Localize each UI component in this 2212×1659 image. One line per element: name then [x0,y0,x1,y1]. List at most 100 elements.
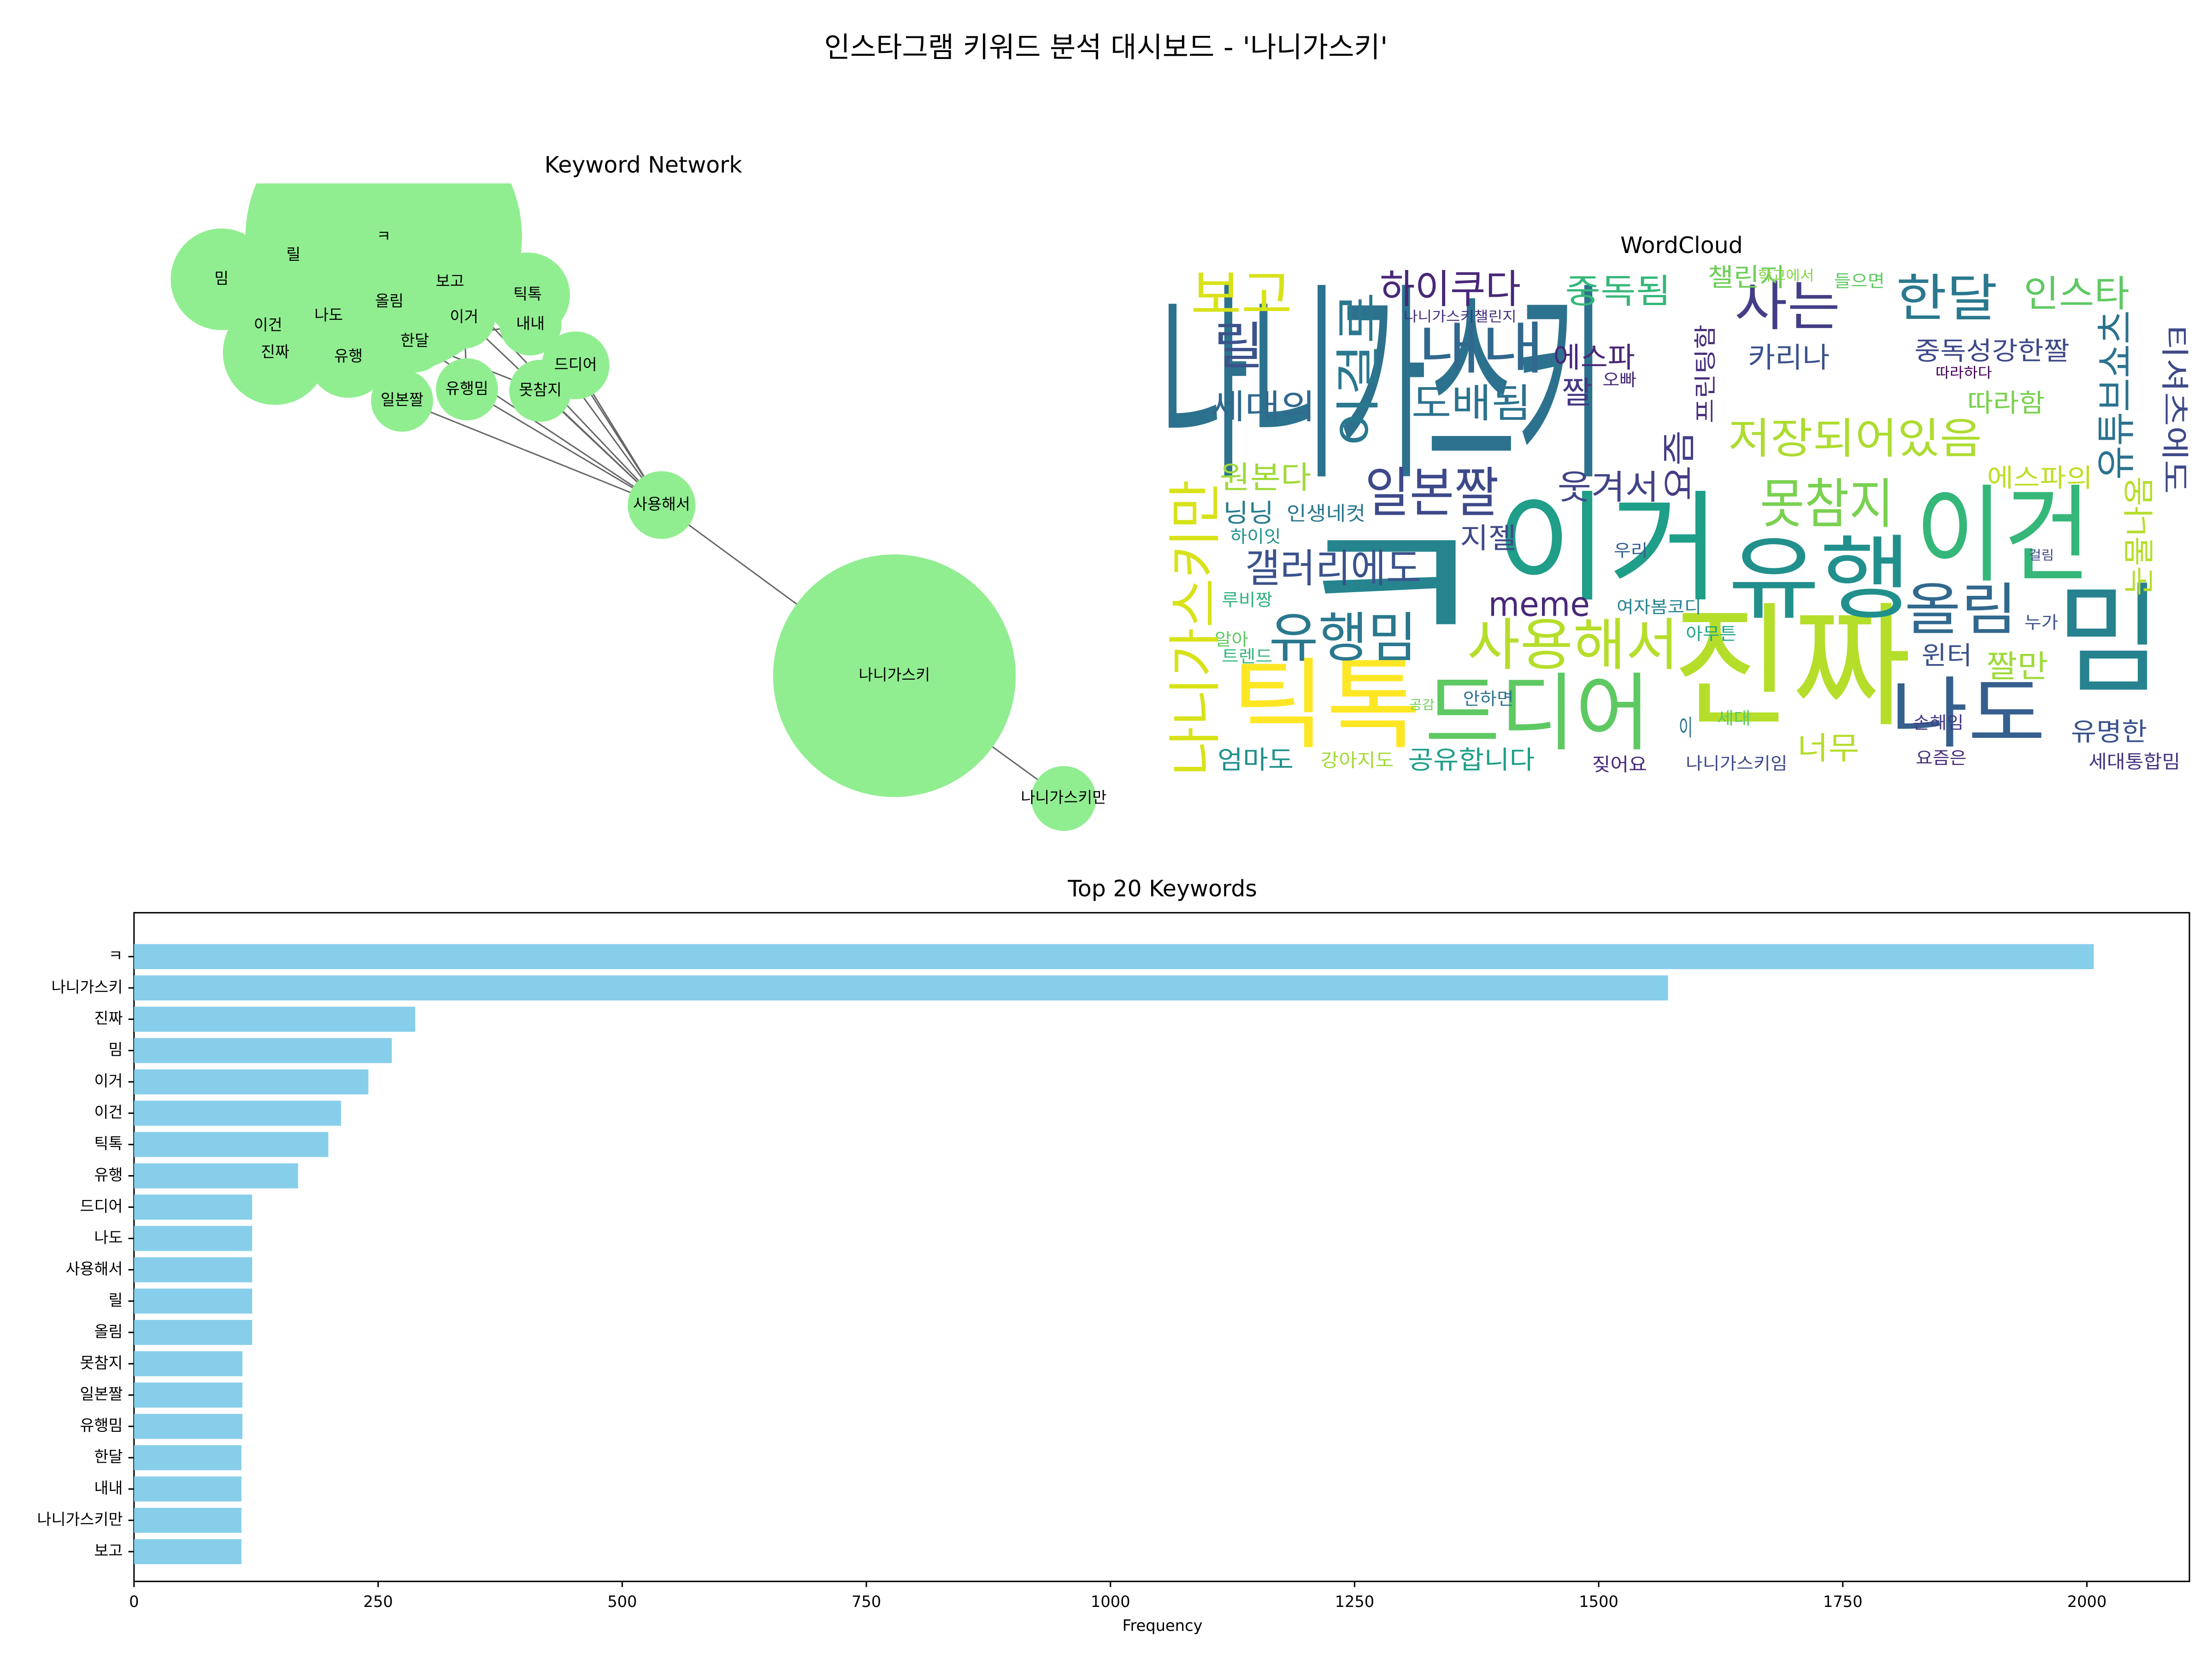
y-tick-label: 나니가스키 [51,978,123,996]
word: 진짜 [1672,589,1912,746]
word: 엄마도 [1218,745,1294,775]
y-tick-label: 이건 [94,1103,123,1121]
y-tick-label: 진짜 [94,1009,123,1027]
y-tick-label: 유행 [94,1166,123,1184]
word: ㅋ [1284,488,1495,686]
word: 오빠 [1603,370,1636,390]
word: 따라함 [1967,388,2045,418]
word: 알아 [1215,629,1248,649]
x-tick-label: 500 [607,1593,637,1611]
y-tick-label: 못참지 [80,1354,123,1372]
word: 세대 [1717,709,1751,729]
node-label: 이거 [450,307,478,325]
word: 눈물나옴 [2121,476,2157,596]
node [509,359,571,422]
bar [134,1539,241,1565]
node [433,286,495,349]
word: 밈 [2056,571,2162,710]
bar [134,944,2094,969]
word: 에스파의 [1987,463,2093,493]
word: 중독성강한짤 [1914,336,2070,365]
node-label: 진짜 [261,343,289,361]
y-tick-label: 보고 [94,1542,123,1560]
node-label: 유행밈 [446,379,488,397]
bar [134,1351,243,1377]
word: 강아지도 [1320,750,1394,771]
word: 프린팅함 [1693,324,1719,423]
node-label: 내내 [516,315,545,333]
word: 하이잇 [1230,527,1281,547]
word: 공유합니다 [1408,745,1535,775]
word: 도배됨 [1412,381,1531,427]
y-tick-label: 틱톡 [94,1135,123,1153]
word: 윈터 [1921,641,1972,671]
node-label: 일본짤 [381,391,424,409]
y-tick-label: 내내 [94,1479,123,1497]
bar [134,1445,241,1471]
word: 나니가스키챌린지 [1404,309,1517,325]
node-label: 못참지 [519,381,562,399]
node [435,358,498,421]
word: 인스타 [2024,272,2130,315]
edge [466,388,662,506]
word: 유튜브쇼츠 [2093,310,2139,479]
word: 나니가스키임 [1686,754,1787,774]
bar [134,1226,253,1251]
y-tick-label: 사용해서 [65,1260,123,1278]
y-tick-label: 올림 [94,1323,123,1341]
word: 티셔츠에도 [2158,324,2191,494]
word: 지젤 [1460,522,1516,555]
x-tick-label: 1500 [1579,1593,1618,1611]
bar [134,1069,369,1094]
node [371,370,433,432]
word: 사는 [1735,276,1841,338]
node-label: 한달 [400,331,429,349]
word: 드디어 [1425,665,1651,763]
word: 챌린지 [1708,263,1785,292]
y-tick-label: 유행밈 [80,1417,123,1435]
word: 원본다 [1219,459,1311,495]
word: 따라하다 [1936,365,1992,382]
word: 못참지 [1760,473,1894,535]
x-tick-label: 1250 [1335,1593,1375,1611]
bar [134,1038,392,1063]
node-label: 보고 [436,272,465,290]
word: 세대의 [1210,388,1316,427]
y-tick-label: 이거 [94,1072,123,1090]
word: 중독됨 [1565,272,1671,311]
word: 에스파 [1553,341,1635,374]
node [223,300,328,405]
x-tick-label: 0 [129,1593,139,1611]
x-tick-label: 750 [852,1593,881,1611]
wordcloud-background [1171,268,2176,785]
y-tick-label: 한달 [94,1448,123,1466]
word: 유행 [1728,525,1912,632]
word: 나도 [1890,669,2046,759]
word: 누가 [2024,613,2058,633]
word: 공감 [1409,698,1435,712]
word: 트렌드 [1222,647,1272,666]
bar [134,1414,243,1439]
word: 여자봄코디 [1617,597,1701,617]
node-label: 올림 [375,292,404,310]
x-tick-label: 250 [363,1593,393,1611]
word: 안하면 [1463,689,1513,709]
bar [134,1163,298,1188]
word: 유행밈 [1269,607,1417,670]
word: 아무튼 [1686,624,1736,644]
bar [134,975,1668,1000]
bar [134,1006,416,1032]
y-tick-label: 나도 [94,1229,123,1247]
word: 루비짱 [1222,590,1272,610]
word: 세대통합밈 [2088,752,2180,773]
word: 요즘 [1660,430,1699,501]
word: 이거 [1495,479,1721,618]
word: 사용해서 [1467,612,1679,678]
word: 우리 [1614,541,1647,560]
node-label: 나니가스키 [859,666,930,684]
dashboard-title: 인스타그램 키워드 분석 대시보드 - '나니가스키' [824,31,1388,64]
bar-chart: 0 250 500 750 1000 1250 1500 1750 2000 ㅋ 나니가스키진짜밈이… [37,912,2190,1611]
edge [401,400,662,506]
